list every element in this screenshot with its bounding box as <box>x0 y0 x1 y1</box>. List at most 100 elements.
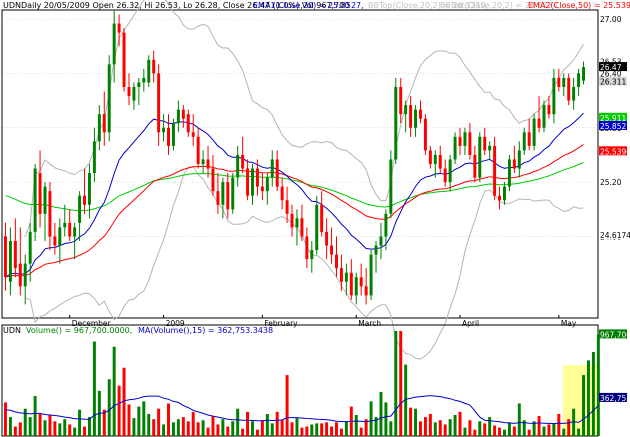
volume-bar <box>280 420 284 436</box>
month-label: December <box>72 319 112 328</box>
candle-body <box>201 159 205 164</box>
volume-bars <box>3 331 600 436</box>
volume-bar <box>572 408 576 436</box>
volume-axis: 967,700 362,753 <box>599 329 630 403</box>
candle <box>443 159 447 187</box>
candle-body <box>419 109 422 119</box>
volume-bar <box>53 421 57 436</box>
candle <box>547 96 551 119</box>
candle-body <box>251 168 254 196</box>
candle-body <box>468 132 472 155</box>
volume-bar <box>107 379 111 436</box>
candle-body <box>181 109 185 119</box>
candle <box>354 272 358 305</box>
candle <box>270 150 274 187</box>
candle-body <box>167 127 170 146</box>
volume-bar <box>512 426 516 436</box>
volume-bar <box>537 416 541 436</box>
candle-body <box>112 23 116 65</box>
candle-body <box>63 222 67 228</box>
long-ma-line <box>5 161 584 212</box>
volume-bar <box>152 419 156 436</box>
candle-body <box>8 241 12 282</box>
bb-upper-line <box>24 0 584 237</box>
volume-bar <box>73 427 77 436</box>
price-marker-bg <box>599 146 627 156</box>
candle <box>562 73 566 97</box>
volume-bar <box>290 422 294 436</box>
candle <box>167 114 170 155</box>
candle-body <box>389 159 393 214</box>
candle-body <box>572 87 576 101</box>
volume-bar <box>305 426 309 436</box>
volume-bar <box>532 421 536 436</box>
candle-body <box>562 77 566 87</box>
candle <box>359 263 363 296</box>
volume-bar <box>473 429 477 436</box>
candle <box>502 182 506 205</box>
candle-body <box>315 204 319 251</box>
candle-body <box>502 186 506 201</box>
volume-bar <box>137 406 141 436</box>
candle <box>339 254 343 291</box>
volume-bar <box>241 428 245 436</box>
volume-bar <box>458 411 462 436</box>
price-marker-bg <box>599 229 627 239</box>
volume-bar <box>147 413 151 436</box>
volume-bar <box>63 419 67 436</box>
candle <box>335 236 338 278</box>
candle-body <box>236 154 240 178</box>
candle <box>330 227 334 264</box>
candle <box>201 150 205 174</box>
candle <box>18 227 22 296</box>
volume-bar <box>527 429 531 436</box>
candle <box>394 77 398 164</box>
volume-bar <box>191 411 195 436</box>
price-marker-bg <box>599 112 627 122</box>
volume-marker-bg <box>599 329 627 339</box>
candle-body <box>483 136 487 151</box>
volume-bar <box>117 385 121 436</box>
candle <box>527 118 531 151</box>
price-tick-label: 25.20 <box>600 178 622 187</box>
candle <box>532 114 536 151</box>
candle <box>147 55 151 87</box>
candle <box>181 105 185 128</box>
volume-bar <box>453 415 457 436</box>
candle-body <box>13 241 17 269</box>
candle <box>127 73 131 106</box>
candle-body <box>280 186 284 201</box>
volume-bar <box>206 427 210 436</box>
candle <box>265 173 269 205</box>
candle <box>246 159 250 201</box>
candle <box>33 164 37 241</box>
candle <box>557 68 561 92</box>
candle-body <box>23 263 27 287</box>
volume-bar <box>493 425 497 436</box>
candle-body <box>423 118 427 151</box>
candle-body <box>582 67 586 81</box>
chart-symbol: UDN <box>3 1 21 10</box>
candle <box>325 218 329 260</box>
volume-bar <box>502 429 506 436</box>
price-marker-label: 24.6174 <box>600 231 630 240</box>
volume-bar <box>522 420 526 436</box>
candle-body <box>275 159 279 187</box>
candle <box>78 191 82 241</box>
candle <box>43 182 47 241</box>
candle <box>423 114 427 155</box>
candle-body <box>349 272 353 296</box>
volume-bar <box>409 407 413 436</box>
bbtop-legend: BBTop(Close,20,2) = 26.3110, <box>368 1 488 10</box>
candle-body <box>522 132 526 151</box>
candle <box>280 177 284 210</box>
candle <box>117 14 121 47</box>
candle <box>186 109 190 137</box>
candle-body <box>325 231 329 246</box>
price-marker-bg <box>599 120 627 130</box>
candle-body <box>73 227 77 237</box>
candle <box>315 195 319 255</box>
volume-bar <box>13 426 17 436</box>
moving-averages <box>5 112 584 278</box>
candle <box>13 218 17 278</box>
